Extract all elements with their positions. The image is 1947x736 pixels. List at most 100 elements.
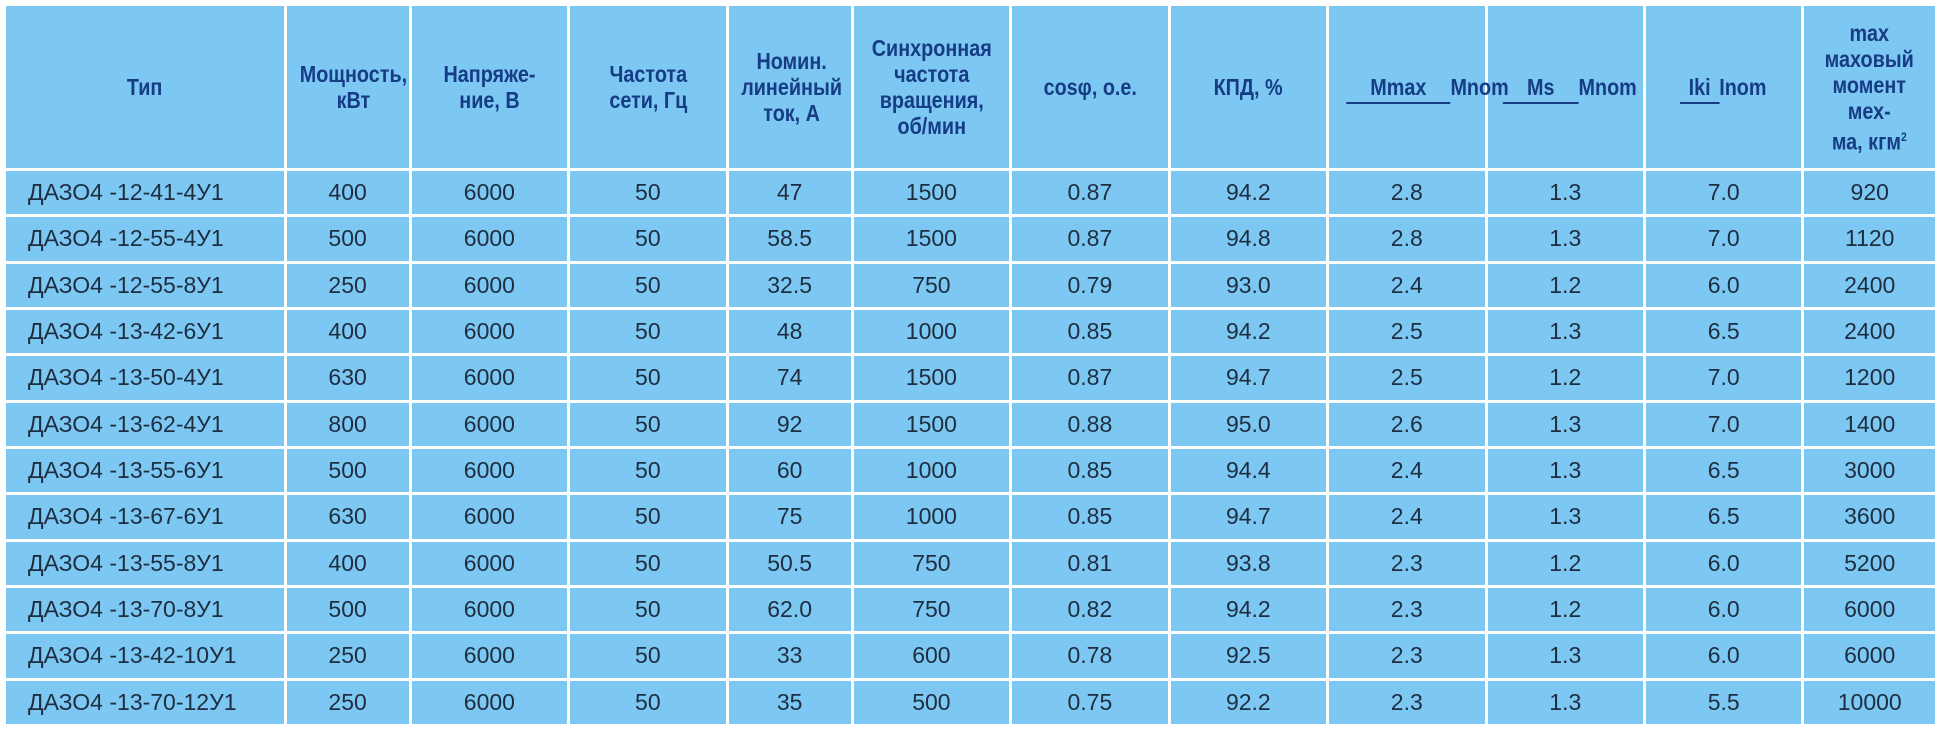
cell-ms-ratio: 1.2: [1487, 263, 1643, 307]
cell-voltage: 6000: [411, 587, 568, 632]
cell-power: 630: [286, 495, 409, 539]
col-cos-label: cosφ, о.е.: [1043, 74, 1137, 100]
cell-ms-ratio: 1.3: [1487, 171, 1643, 215]
cell-speed: 1500: [853, 171, 1010, 215]
cell-ms-ratio: 1.3: [1487, 402, 1643, 446]
table-row: ДАЗО4 -12-55-4У1 500 6000 50 58.5 1500 0.87 94.…: [6, 217, 1935, 261]
cell-speed: 1500: [853, 402, 1010, 446]
cell-speed: 1500: [853, 356, 1010, 400]
cell-iki-ratio: 6.5: [1646, 448, 1802, 493]
col-voltage-label-2: ние, В: [459, 87, 520, 113]
ms-fraction: Ms Mnom: [1502, 74, 1636, 104]
cell-efficiency: 94.2: [1170, 171, 1327, 215]
cell-efficiency: 92.5: [1170, 634, 1327, 678]
cell-frequency: 50: [570, 171, 726, 215]
cell-speed: 1000: [853, 495, 1010, 539]
col-type-header: Тип: [6, 6, 284, 168]
cell-frequency: 50: [570, 680, 726, 724]
cell-ms-ratio: 1.2: [1487, 541, 1643, 585]
cell-mmax-ratio: 2.3: [1329, 634, 1485, 678]
col-speed-label-2: частота: [893, 61, 969, 87]
col-power-label-2: кВт: [336, 87, 370, 113]
col-inertia-label-1: max маховый: [1825, 19, 1915, 72]
col-current-header: Номин. линейный ток, А: [728, 6, 851, 168]
cell-voltage: 6000: [411, 541, 568, 585]
cell-voltage: 6000: [411, 309, 568, 354]
cell-ms-ratio: 1.3: [1487, 217, 1643, 261]
cell-cos: 0.85: [1012, 495, 1168, 539]
cell-power: 800: [286, 402, 409, 446]
header-row: Тип Мощность, кВт Напряже-ние, В Частота с…: [6, 6, 1935, 168]
cell-iki-ratio: 7.0: [1646, 171, 1802, 215]
cell-current: 60: [728, 448, 851, 493]
cell-mmax-ratio: 2.3: [1329, 541, 1485, 585]
col-voltage-header: Напряже-ние, В: [411, 6, 568, 168]
col-efficiency-label: КПД, %: [1213, 74, 1283, 100]
cell-power: 250: [286, 263, 409, 307]
table-row: ДАЗО4 -13-50-4У1 630 6000 50 74 1500 0.87 94.7 2…: [6, 356, 1935, 400]
cell-inertia: 2400: [1804, 263, 1935, 307]
cell-mmax-ratio: 2.5: [1329, 309, 1485, 354]
cell-current: 47: [728, 171, 851, 215]
col-speed-label-1: Синхронная: [871, 35, 992, 61]
table-row: ДАЗО4 -12-41-4У1 400 6000 50 47 1500 0.87 94.2 2…: [6, 171, 1935, 215]
cell-cos: 0.78: [1012, 634, 1168, 678]
cell-speed: 500: [853, 680, 1010, 724]
cell-type: ДАЗО4 -12-41-4У1: [6, 171, 284, 215]
cell-voltage: 6000: [411, 263, 568, 307]
cell-iki-ratio: 6.0: [1646, 587, 1802, 632]
cell-power: 500: [286, 587, 409, 632]
col-efficiency-header: КПД, %: [1170, 6, 1327, 168]
cell-current: 33: [728, 634, 851, 678]
cell-type: ДАЗО4 -13-62-4У1: [6, 402, 284, 446]
col-frequency-label-1: Частота: [609, 61, 687, 87]
col-iki-header: Iki Inom: [1646, 6, 1802, 168]
cell-inertia: 3000: [1804, 448, 1935, 493]
cell-speed: 1000: [853, 448, 1010, 493]
ms-numerator: Ms: [1502, 74, 1579, 104]
cell-cos: 0.82: [1012, 587, 1168, 632]
cell-mmax-ratio: 2.6: [1329, 402, 1485, 446]
cell-mmax-ratio: 2.5: [1329, 356, 1485, 400]
col-ms-header: Ms Mnom: [1487, 6, 1643, 168]
cell-speed: 750: [853, 587, 1010, 632]
cell-cos: 0.85: [1012, 309, 1168, 354]
col-frequency-label-2: сети, Гц: [608, 87, 687, 113]
table-row: ДАЗО4 -13-70-12У1 250 6000 50 35 500 0.75 92.2 2…: [6, 680, 1935, 724]
table-row: ДАЗО4 -13-70-8У1 500 6000 50 62.0 750 0.82 94.2…: [6, 587, 1935, 632]
cell-cos: 0.81: [1012, 541, 1168, 585]
cell-current: 32.5: [728, 263, 851, 307]
cell-type: ДАЗО4 -12-55-8У1: [6, 263, 284, 307]
col-inertia-label-2: момент мех-: [1832, 71, 1907, 124]
cell-power: 400: [286, 309, 409, 354]
iki-denominator: Inom: [1719, 74, 1767, 100]
col-type-label: Тип: [127, 74, 163, 100]
cell-power: 250: [286, 680, 409, 724]
cell-frequency: 50: [570, 587, 726, 632]
cell-efficiency: 94.2: [1170, 309, 1327, 354]
cell-current: 48: [728, 309, 851, 354]
cell-mmax-ratio: 2.3: [1329, 680, 1485, 724]
col-speed-label-4: об/мин: [897, 113, 966, 139]
cell-type: ДАЗО4 -13-55-6У1: [6, 448, 284, 493]
cell-type: ДАЗО4 -13-70-8У1: [6, 587, 284, 632]
spec-table-container: Тип Мощность, кВт Напряже-ние, В Частота с…: [6, 6, 1941, 730]
cell-speed: 1500: [853, 217, 1010, 261]
cell-efficiency: 93.8: [1170, 541, 1327, 585]
cell-inertia: 1200: [1804, 356, 1935, 400]
col-inertia-superscript: 2: [1901, 129, 1908, 144]
table-row: ДАЗО4 -13-67-6У1 630 6000 50 75 1000 0.85 94.7 2…: [6, 495, 1935, 539]
cell-cos: 0.75: [1012, 680, 1168, 724]
cell-current: 74: [728, 356, 851, 400]
cell-efficiency: 94.7: [1170, 356, 1327, 400]
cell-type: ДАЗО4 -13-70-12У1: [6, 680, 284, 724]
cell-iki-ratio: 6.5: [1646, 495, 1802, 539]
cell-cos: 0.79: [1012, 263, 1168, 307]
cell-voltage: 6000: [411, 680, 568, 724]
cell-frequency: 50: [570, 541, 726, 585]
table-row: ДАЗО4 -13-62-4У1 800 6000 50 92 1500 0.88 95.0 2…: [6, 402, 1935, 446]
cell-voltage: 6000: [411, 217, 568, 261]
cell-inertia: 6000: [1804, 634, 1935, 678]
cell-inertia: 1400: [1804, 402, 1935, 446]
col-current-label-3: ток, А: [762, 100, 820, 126]
